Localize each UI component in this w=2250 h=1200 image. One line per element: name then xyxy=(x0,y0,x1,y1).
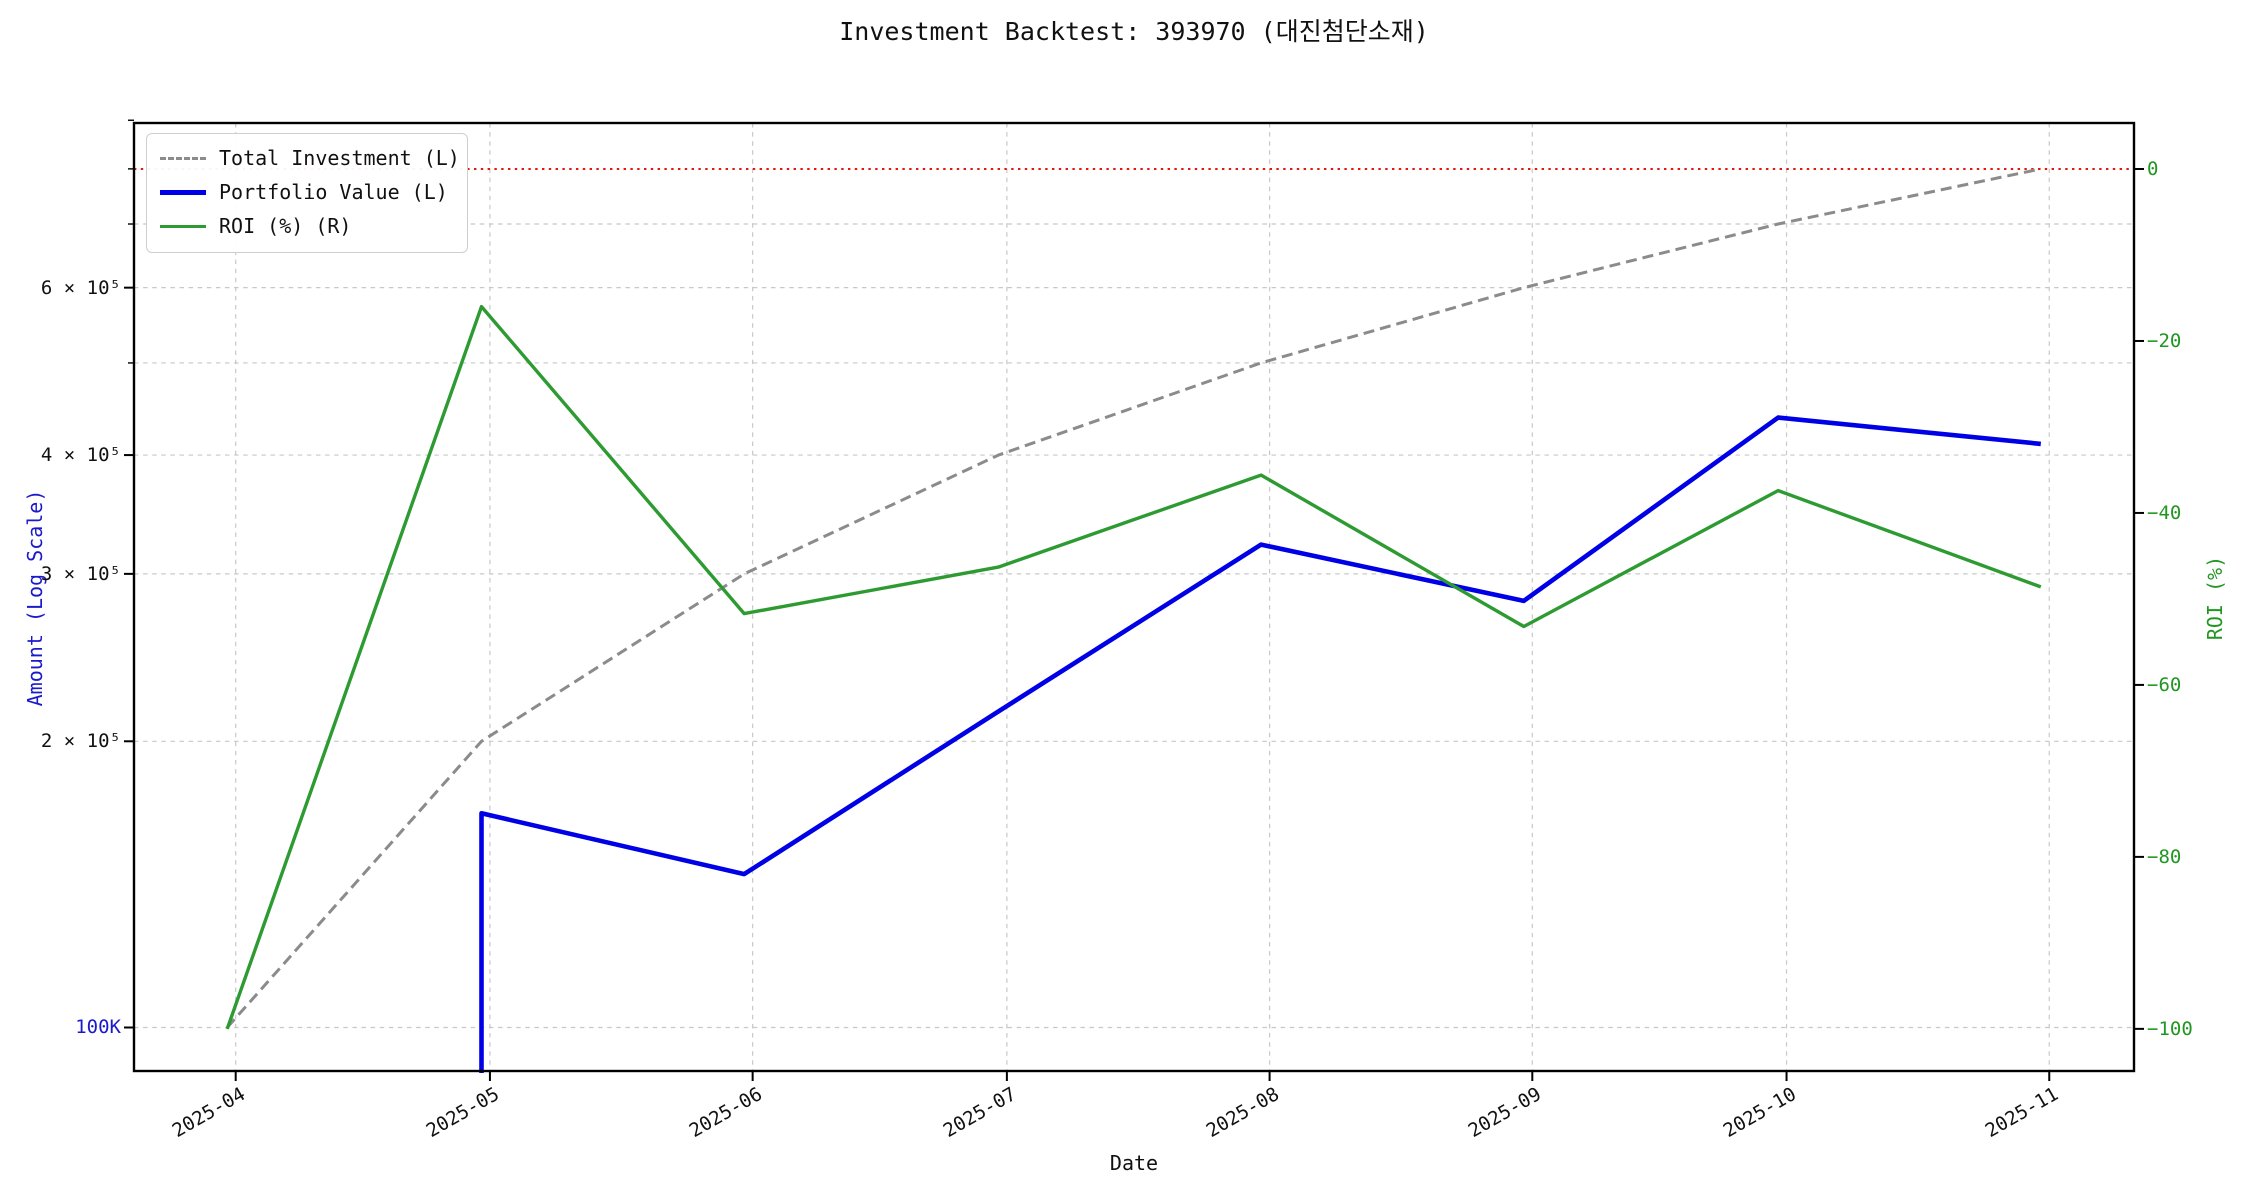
series-line-roi xyxy=(225,304,2042,1030)
legend-label: ROI (%) (R) xyxy=(219,214,352,238)
legend-swatch-roi xyxy=(160,224,206,228)
y-left-tick-label: 100K xyxy=(75,1016,121,1039)
legend: Total Investment (L) Portfolio Value (L)… xyxy=(146,133,468,253)
x-axis-title: Date xyxy=(1109,1151,1159,1175)
series-layer xyxy=(225,167,2042,1073)
legend-swatch-total-investment xyxy=(160,156,206,160)
legend-item-portfolio-value: Portfolio Value (L) xyxy=(160,175,467,209)
y-right-tick-label: −100 xyxy=(2147,1017,2193,1040)
y-right-tick-label: −20 xyxy=(2147,329,2182,352)
legend-swatch-portfolio-value xyxy=(160,189,206,195)
y-left-tick-label: 2 × 10⁵ xyxy=(40,730,121,753)
series-line-total-investment xyxy=(226,167,2042,1029)
y-right-tick-label: −80 xyxy=(2147,845,2182,868)
grid-layer xyxy=(134,123,2134,1071)
legend-item-total-investment: Total Investment (L) xyxy=(160,141,467,175)
y-left-tick-label: 3 × 10⁵ xyxy=(40,562,121,585)
y-right-tick-label: −40 xyxy=(2147,501,2182,524)
chart-title: Investment Backtest: 393970 (대진첨단소재) xyxy=(839,17,1429,46)
y-right-tick-label: 0 xyxy=(2147,158,2159,180)
y-left-tick-label: 4 × 10⁵ xyxy=(40,444,121,467)
tick-marks xyxy=(124,119,2144,1081)
y-right-axis-title: ROI (%) xyxy=(2203,555,2227,641)
legend-label: Total Investment (L) xyxy=(219,146,460,170)
plot-border xyxy=(132,121,2136,1073)
y-left-axis-title: Amount (Log Scale) xyxy=(23,489,47,707)
legend-item-roi: ROI (%) (R) xyxy=(160,209,467,243)
legend-label: Portfolio Value (L) xyxy=(219,180,448,204)
y-right-tick-label: −60 xyxy=(2147,673,2182,696)
y-left-tick-label: 6 × 10⁵ xyxy=(40,276,121,299)
series-line-portfolio-value xyxy=(479,415,2042,1073)
